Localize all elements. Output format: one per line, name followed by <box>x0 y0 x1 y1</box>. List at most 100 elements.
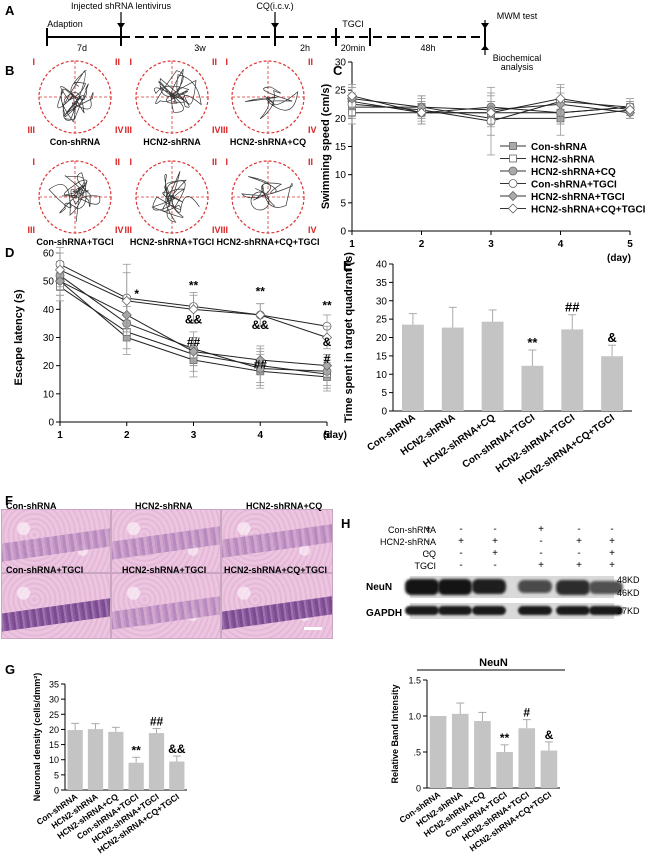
y-tick-label: 30 <box>335 58 347 69</box>
wb-kd-label: 48KD <box>617 575 640 585</box>
swim-path-caption: HCN2-shRNA+CQ <box>230 137 306 147</box>
timeline-label-injected: Injected shRNA lentivirus <box>71 1 172 11</box>
wb-sign: + <box>538 524 544 535</box>
y-tick-label: 30 <box>49 695 59 705</box>
timeline-label-cq: CQ(i.c.v.) <box>256 1 293 11</box>
wb-sign: + <box>609 548 615 559</box>
y-tick-label: 0 <box>48 418 54 429</box>
timeline-label-2h: 2h <box>300 43 310 53</box>
swim-trace <box>151 171 200 223</box>
y-tick-label: 50 <box>43 277 55 288</box>
swim-path-caption: HCN2-shRNA+CQ+TGCI <box>216 237 319 247</box>
y-tick-label: 40 <box>43 305 55 316</box>
he-caption: Con-shRNA+TGCI <box>6 565 84 575</box>
y-axis-label: Relative Band Intensity <box>390 684 400 783</box>
data-point <box>507 190 519 202</box>
data-point <box>121 295 132 306</box>
legend-label: Con-shRNA <box>531 142 587 153</box>
wb-gapdh-band <box>589 606 623 615</box>
quadrant-label: II <box>212 157 217 167</box>
wb-neun-band <box>438 579 472 595</box>
y-tick-label: 0 <box>381 407 387 418</box>
wb-sign: + <box>576 560 582 571</box>
he-image-con-shrna-tgci <box>1 573 111 639</box>
quadrant-label: IV <box>115 225 124 235</box>
y-tick-label: 30 <box>43 333 55 344</box>
wb-neun-band <box>556 579 590 595</box>
panel-label-b: B <box>5 63 15 78</box>
quadrant-label: I <box>32 57 35 67</box>
bar <box>601 356 624 411</box>
timeline-label-biochemical: Biochemical <box>493 53 542 63</box>
wb-neun-band <box>589 580 623 594</box>
x-tick-label: 4 <box>257 430 263 441</box>
y-axis-label: Escape latency (s) <box>13 289 25 385</box>
significance-marker: ## <box>565 300 580 315</box>
data-point <box>624 104 636 115</box>
y-tick-label: 20 <box>335 114 347 125</box>
swim-trace <box>154 68 202 113</box>
y-tick-label: 40 <box>376 260 388 271</box>
bar <box>451 713 469 788</box>
wb-sign: + <box>458 536 464 547</box>
timeline-label-tgci: TGCI <box>342 19 364 29</box>
y-tick-label: 25 <box>376 315 388 326</box>
wb-sign: - <box>459 524 463 535</box>
wb-gapdh-band <box>472 606 506 615</box>
y-tick-label: 10 <box>376 370 388 381</box>
timeline-label-48h: 48h <box>420 43 435 53</box>
wb-kd-label: 46KD <box>617 588 640 598</box>
data-point <box>508 179 518 188</box>
wb-row-label: TGCI <box>414 561 437 571</box>
y-tick-label: 35 <box>376 278 388 289</box>
swim-path-caption: HCN2-shRNA+TGCI <box>130 237 214 247</box>
series-6 <box>54 252 333 350</box>
wb-sign: + <box>492 548 498 559</box>
he-image-con-shrna <box>1 509 111 573</box>
he-image-hcn2-shrna-cq <box>221 509 333 573</box>
he-caption: HCN2-shRNA+TGCI <box>122 565 207 575</box>
wb-sign: + <box>609 536 615 547</box>
y-tick-label: 5 <box>54 770 59 780</box>
wb-gapdh-band <box>556 606 590 615</box>
y-tick-label: 5 <box>340 198 346 209</box>
bar <box>128 762 144 790</box>
x-tick-label: 2 <box>419 239 425 250</box>
bar <box>481 321 504 411</box>
y-tick-label: 35 <box>49 680 59 690</box>
timeline-diagram: Injected shRNA lentivirus CQ(i.c.v.) Ada… <box>46 1 542 72</box>
wb-row-label: CQ <box>422 549 437 559</box>
wb-sign: - <box>426 560 430 571</box>
data-point <box>555 93 566 104</box>
y-tick-label: 15 <box>376 351 388 362</box>
swim-path-caption: Con-shRNA+TGCI <box>36 237 113 247</box>
wb-sign: + <box>538 560 544 571</box>
bar <box>169 761 185 790</box>
wb-sign: - <box>577 548 581 559</box>
timeline-label-7d: 7d <box>77 43 87 53</box>
x-tick-label: 2 <box>124 430 130 441</box>
x-tick-label: 4 <box>558 239 564 250</box>
quadrant-label: II <box>308 157 313 167</box>
quadrant-label: I <box>225 157 228 167</box>
data-point <box>255 309 266 321</box>
significance-marker: && <box>168 742 186 756</box>
wb-sign: - <box>426 536 430 547</box>
data-point <box>54 264 66 275</box>
significance-marker: && <box>185 312 203 326</box>
y-tick-label: 5 <box>381 388 387 399</box>
timeline-label-3w: 3w <box>194 43 206 53</box>
quadrant-label: III <box>220 225 228 235</box>
bar <box>518 728 536 788</box>
y-tick-label: 0 <box>340 227 346 238</box>
wb-sign: + <box>425 524 431 535</box>
bar <box>496 752 513 788</box>
bar <box>441 327 464 411</box>
x-tick-label: 5 <box>324 430 330 441</box>
data-point <box>321 360 333 371</box>
legend-label: Con-shRNA+TGCI <box>531 180 617 191</box>
y-tick-label: 10 <box>43 389 55 400</box>
